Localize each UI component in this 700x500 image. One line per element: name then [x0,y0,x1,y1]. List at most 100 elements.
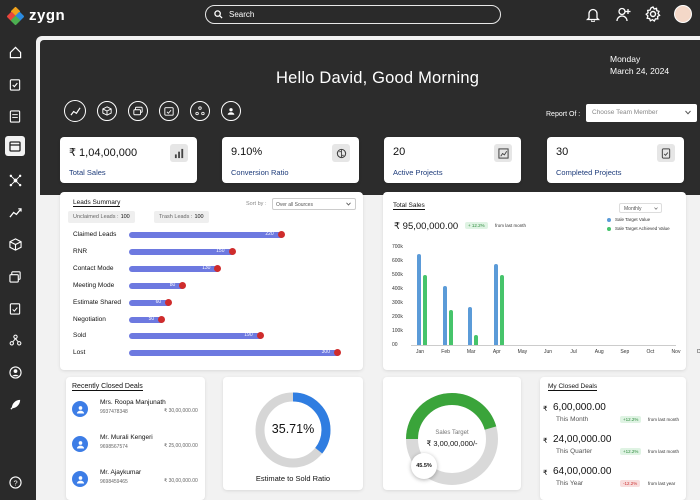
app-logo[interactable]: zygn [6,6,65,25]
deal-client-phone: 9937478348 [100,409,128,415]
bar-achieved [474,334,479,345]
lead-row[interactable]: Estimate Shared 60 [60,298,363,308]
stat-label: Active Projects [393,168,443,177]
add-user-icon[interactable] [614,5,632,23]
brain-icon [332,144,350,162]
bell-icon[interactable] [584,5,602,23]
home-icon[interactable] [5,42,25,62]
deal-list-item[interactable]: Mr. Ajaykumar 9698459465 ₹ 30,00,000.00 [72,469,202,493]
trash-leads-chip[interactable]: Trash Leads :100 [154,211,209,223]
rupee-icon: ₹ [543,470,548,477]
lead-label: Negotiation [73,315,106,323]
lead-row[interactable]: RNR 150 [60,247,363,257]
lead-row[interactable]: Negotiation 50 [60,315,363,325]
sort-source-select[interactable]: Over all Sources [272,198,356,210]
stat-conversion-ratio[interactable]: 9.10% Conversion Ratio [222,137,359,183]
sales-growth-icon[interactable] [64,100,86,122]
folders-shortcut-icon[interactable] [128,101,148,121]
my-closed-deals-card: My Closed Deals ₹6,00,000.00 This Month +1… [540,377,686,500]
y-tick-label: 00 [392,342,398,348]
deal-amount: ₹ 30,00,000.00 [164,408,198,414]
stat-active-projects[interactable]: 20 Active Projects [384,137,521,183]
team-icon[interactable] [5,330,25,350]
x-tick-label: Feb [441,349,450,355]
ratio-label: Estimate to Sold Ratio [255,474,331,483]
user-avatar[interactable] [674,5,692,23]
lead-row[interactable]: Sold 190 [60,331,363,341]
deal-list-item[interactable]: Mrs. Roopa Manjunath 9937478348 ₹ 30,00,00… [72,399,202,423]
closed-deal-value: 64,00,000.00 [553,466,612,477]
team-member-select[interactable]: Choose Team Member [586,104,697,122]
stat-total-sales[interactable]: ₹ 1,04,00,000 Total Sales [60,137,197,183]
x-tick-label: Jul [570,349,577,355]
profile-circle-icon[interactable] [5,362,25,382]
deal-amount: ₹ 25,00,000.00 [164,443,198,449]
closed-deal-value: 24,00,000.00 [553,434,612,445]
deal-amount: ₹ 30,00,000.00 [164,478,198,484]
bar-chart-icon [170,144,188,162]
calendar-shortcut-icon[interactable] [159,101,179,121]
stat-label: Conversion Ratio [231,168,289,177]
period-select[interactable]: Monthly [619,203,662,213]
lead-row[interactable]: Claimed Leads 220 [60,230,363,240]
lead-label: Meeting Mode [73,281,115,289]
rocket-icon[interactable] [5,394,25,414]
x-tick-label: May [517,349,528,355]
lead-value: 150 [216,247,225,254]
help-icon[interactable]: ? [5,472,25,492]
user-avatar-icon [72,471,88,487]
user-avatar-icon [72,436,88,452]
recent-deals-card: Recently Closed Deals Mrs. Roopa Manjuna… [66,377,205,500]
deal-client-name: Mr. Ajaykumar [100,469,142,476]
logo-mark-icon [6,6,25,25]
leads-summary-card: Leads Summary Unclaimed Leads :100 Trash… [60,192,363,370]
stat-label: Total Sales [69,168,106,177]
network-icon[interactable] [5,170,25,190]
y-tick-label: 200k [392,314,403,320]
closed-deal-period: This Month [556,416,589,423]
search-input[interactable]: Search [205,5,501,24]
sales-target-donut [406,393,498,485]
lead-row[interactable]: Lost 300 [60,348,363,358]
calendar-icon[interactable] [5,136,25,156]
lead-end-dot [158,315,166,323]
calendar-check-icon[interactable] [5,298,25,318]
rupee-icon: ₹ [543,438,548,445]
sales-target-badge: 45.5% [411,453,437,479]
lead-end-dot [165,298,173,306]
greeting: Hello David, Good Morning [276,69,480,87]
deal-list-item[interactable]: Mr. Murali Kengeri 9698567574 ₹ 25,00,000.… [72,434,202,458]
lead-end-dot [214,264,222,272]
closed-deal-item[interactable]: ₹64,00,000.00 This Year -12.2% from last ye… [543,466,683,496]
unclaimed-leads-chip[interactable]: Unclaimed Leads :100 [68,211,135,223]
stat-value: 30 [556,146,569,158]
sort-by-label: Sort by : [246,201,267,207]
closed-deal-item[interactable]: ₹6,00,000.00 This Month +12.2% from last mo… [543,402,683,432]
stat-completed-projects[interactable]: 30 Completed Projects [547,137,684,183]
clipboard-check-icon[interactable] [5,74,25,94]
profile-shortcut-icon[interactable] [221,101,241,121]
closed-deal-note: from last year [648,481,676,486]
lead-row[interactable]: Contact Mode 130 [60,264,363,274]
sales-target-label: Sales Target [435,430,469,436]
search-placeholder: Search [229,10,255,19]
x-tick-label: Oct [646,349,655,355]
user-avatar-icon [72,401,88,417]
deal-client-name: Mr. Murali Kengeri [100,434,153,441]
x-tick-label: Dec [697,349,700,355]
lead-bar [129,299,172,306]
box-icon[interactable] [5,234,25,254]
notes-icon[interactable] [5,106,25,126]
deal-client-phone: 9698459465 [100,479,128,485]
closed-deal-change: +12.2% [620,416,642,423]
team-shortcut-icon[interactable] [190,101,210,121]
deal-client-phone: 9698567574 [100,444,128,450]
closed-deal-item[interactable]: ₹24,00,000.00 This Quarter +12.2% from last… [543,434,683,464]
sales-chart-icon[interactable] [5,202,25,222]
lead-row[interactable]: Meeting Mode 80 [60,281,363,291]
box-shortcut-icon[interactable] [97,101,117,121]
lead-value: 190 [244,332,253,339]
y-tick-label: 700k [392,244,403,250]
gear-icon[interactable] [644,5,662,23]
folders-icon[interactable] [5,266,25,286]
